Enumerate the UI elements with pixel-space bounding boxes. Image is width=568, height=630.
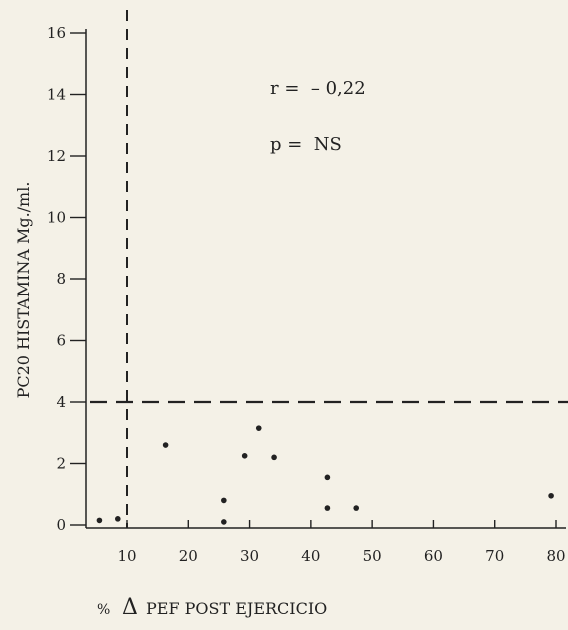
- data-point: [162, 442, 169, 448]
- annotation-r: r = – 0,22: [270, 78, 366, 99]
- x-axis-label: % Δ PEF POST EJERCICIO: [97, 595, 327, 620]
- x-tick-label: 20: [179, 547, 198, 565]
- x-tick-label: 30: [240, 547, 259, 565]
- y-tick-label: 12: [47, 147, 66, 165]
- y-tick-label: 16: [47, 24, 66, 42]
- annotation-p: p = NS: [270, 134, 342, 155]
- y-tick-label: 14: [47, 86, 66, 104]
- data-point: [548, 492, 554, 499]
- data-point: [115, 516, 121, 522]
- x-tick-label: 10: [117, 547, 136, 565]
- x-axis-ticks: 10 20 30 40 50 60 70 80: [117, 520, 566, 565]
- y-tick-label: 4: [56, 393, 66, 411]
- x-tick-label: 70: [485, 547, 504, 565]
- data-point: [324, 505, 331, 511]
- delta-symbol: Δ: [122, 595, 138, 620]
- data-point: [241, 453, 248, 459]
- y-tick-label: 8: [56, 270, 66, 288]
- y-tick-label: 6: [56, 332, 66, 350]
- x-tick-label: 80: [546, 547, 565, 565]
- data-point: [96, 517, 103, 524]
- x-tick-label: 60: [424, 547, 443, 565]
- x-axis-label-text: PEF POST EJERCICIO: [146, 599, 327, 618]
- y-tick-label: 2: [56, 455, 66, 473]
- x-tick-label: 50: [363, 547, 382, 565]
- y-axis-ticks: 0 2 4 6 8 10 12 14 16: [47, 24, 86, 534]
- data-points: [96, 425, 554, 525]
- x-tick-label: 40: [301, 547, 320, 565]
- data-point: [271, 454, 277, 461]
- y-tick-label: 0: [56, 516, 66, 534]
- data-point: [221, 519, 227, 525]
- data-point: [353, 505, 360, 511]
- x-axis-label-prefix: %: [97, 602, 110, 618]
- data-point: [221, 497, 227, 504]
- y-tick-label: 10: [47, 209, 66, 227]
- data-point: [324, 474, 331, 481]
- data-point: [255, 425, 262, 431]
- y-axis-label: PC20 HISTAMINA Mg./ml.: [14, 182, 33, 399]
